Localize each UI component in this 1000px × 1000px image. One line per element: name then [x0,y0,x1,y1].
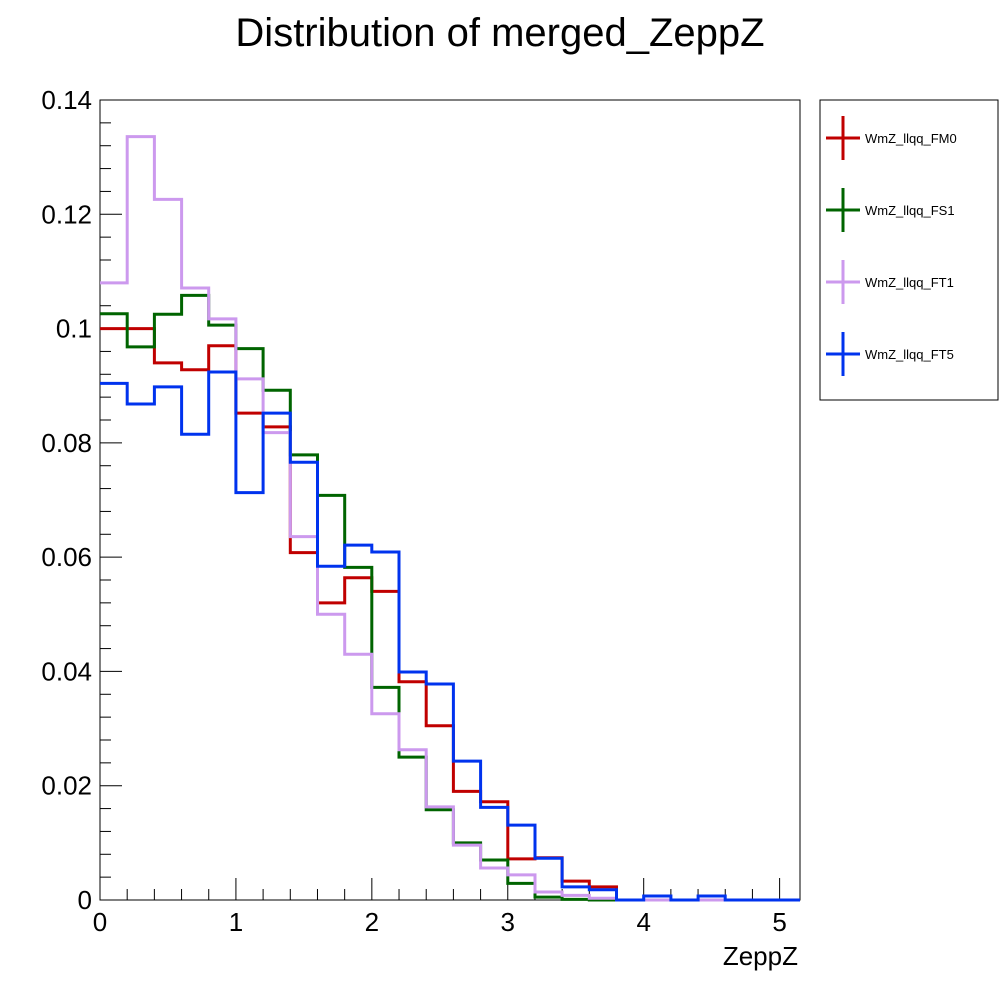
series-line-wmz-llqq-ft1 [100,135,800,902]
y-tick-label: 0.06 [41,542,92,572]
x-tick-label: 5 [772,907,786,937]
y-tick-label: 0.02 [41,771,92,801]
legend-label: WmZ_llqq_FT5 [865,347,954,362]
legend-item: WmZ_llqq_FS1 [826,188,955,232]
legend-label: WmZ_llqq_FT1 [865,275,954,290]
x-axis-label: ZeppZ [723,941,798,971]
legend-item: WmZ_llqq_FM0 [826,116,957,160]
plot-border [99,99,801,901]
y-tick-label: 0.12 [41,199,92,229]
legend-item: WmZ_llqq_FT5 [826,332,954,376]
y-axis: 0 0.02 0.04 0.06 0.08 0.1 0.12 0.14 [41,85,122,915]
x-tick-label: 0 [93,907,107,937]
legend-label: WmZ_llqq_FM0 [865,131,957,146]
series-layer [100,135,800,902]
legend-item: WmZ_llqq_FT1 [826,260,954,304]
y-tick-label: 0.04 [41,656,92,686]
legend-box [819,99,999,401]
plot-frame [99,99,801,901]
y-tick-label: 0.1 [56,314,92,344]
y-tick-label: 0.08 [41,428,92,458]
series-line-wmz-llqq-fm0 [100,327,800,902]
x-tick-label: 1 [229,907,243,937]
legend: WmZ_llqq_FM0 WmZ_llqq_FS1 WmZ_llqq_FT1 WmZ_… [819,99,999,401]
series-line-wmz-llqq-ft5 [100,370,800,902]
y-tick-label: 0.14 [41,85,92,115]
y-tick-label: 0 [78,885,92,915]
x-tick-label: 4 [636,907,650,937]
x-tick-label: 3 [501,907,515,937]
series-line-wmz-llqq-fs1 [100,293,800,902]
x-axis: 0 1 2 3 4 5 [93,878,787,937]
x-tick-label: 2 [365,907,379,937]
chart-title: Distribution of merged_ZeppZ [235,11,764,55]
legend-label: WmZ_llqq_FS1 [865,203,955,218]
